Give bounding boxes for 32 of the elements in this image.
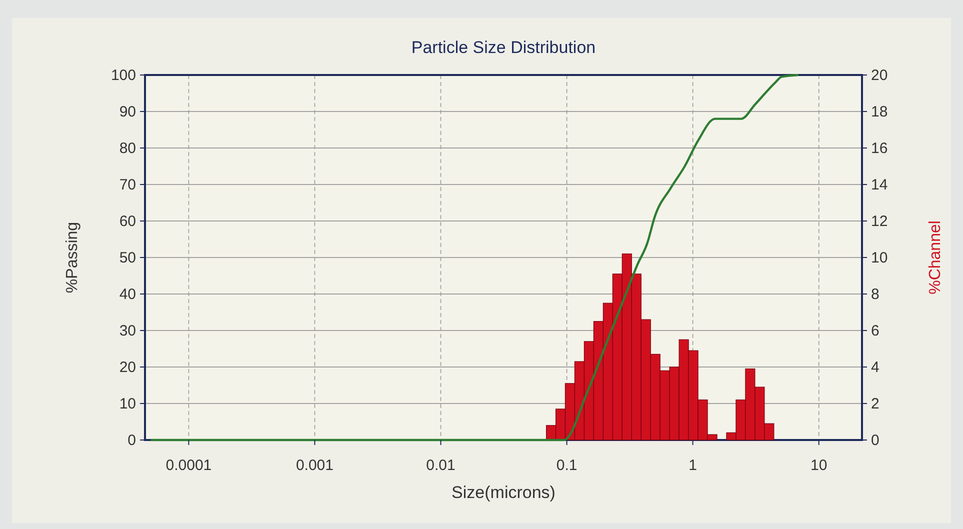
x-tick-label: 10 — [810, 457, 828, 474]
chart-title: Particle Size Distribution — [411, 38, 596, 57]
y-tick-label: 30 — [119, 322, 136, 340]
x-tick-label: 0.0001 — [166, 457, 212, 474]
y-axis-title: %Passing — [64, 222, 81, 294]
y2-tick-label: 20 — [871, 67, 888, 84]
y2-axis-title: %Channel — [927, 220, 944, 294]
x-tick-label: 1 — [688, 457, 697, 474]
y2-tick-label: 14 — [871, 176, 888, 194]
x-axis-title: Size(microns) — [452, 483, 556, 502]
x-tick-label: 0.01 — [426, 457, 456, 474]
x-tick-label: 0.001 — [296, 457, 334, 474]
y-tick-label: 50 — [119, 250, 136, 266]
y2-tick-label: 2 — [871, 396, 880, 412]
y2-tick-label: 12 — [871, 213, 888, 230]
y-tick-label: 90 — [119, 104, 136, 120]
y2-tick-label: 16 — [871, 140, 888, 157]
y2-tick-label: 18 — [871, 104, 888, 120]
y-tick-label: 20 — [119, 359, 136, 376]
y2-tick-label: 4 — [871, 359, 880, 376]
y-tick-label: 40 — [119, 286, 136, 303]
y2-tick-label: 8 — [871, 286, 880, 303]
y-tick-label: 0 — [128, 432, 136, 449]
y-tick-label: 60 — [119, 213, 136, 230]
y-tick-label: 80 — [119, 140, 136, 157]
y-tick-label: 70 — [119, 176, 136, 194]
y2-tick-label: 6 — [871, 322, 880, 340]
y-tick-label: 100 — [110, 67, 136, 84]
x-tick-label: 0.1 — [556, 457, 578, 474]
y2-tick-label: 10 — [871, 250, 888, 266]
y2-tick-label: 0 — [871, 432, 880, 449]
y-tick-label: 10 — [119, 396, 136, 412]
